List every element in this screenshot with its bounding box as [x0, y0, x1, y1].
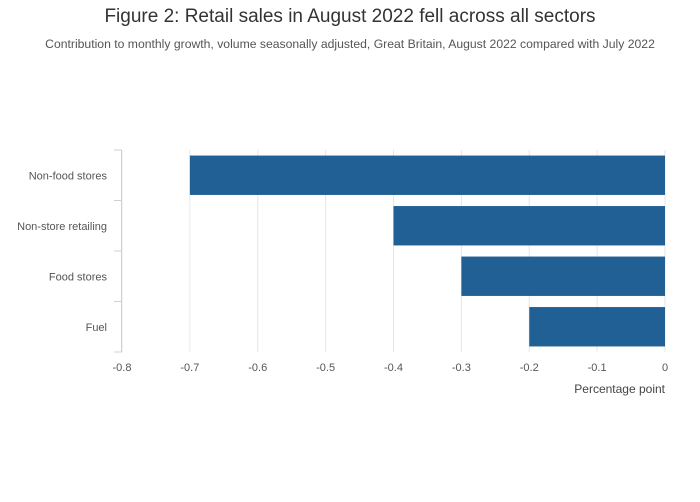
- x-tick-label: -0.4: [384, 362, 403, 374]
- y-axis: Non-food stores Non-store retailing Food s…: [17, 149, 122, 353]
- category-label: Non-store retailing: [17, 221, 107, 233]
- chart-title: Figure 2: Retail sales in August 2022 fe…: [104, 6, 596, 27]
- x-axis-label: Percentage point: [574, 382, 665, 396]
- bars: [189, 155, 665, 347]
- category-label: Food stores: [49, 271, 108, 283]
- x-tick-label: -0.5: [316, 362, 335, 374]
- x-tick-label: -0.7: [180, 362, 199, 374]
- category-label: Fuel: [86, 322, 107, 334]
- bar-non-store-retailing: [393, 206, 665, 246]
- x-axis-ticks: -0.8 -0.7 -0.6 -0.5 -0.4 -0.3 -0.2 -0.1 0: [113, 362, 669, 374]
- category-label: Non-food stores: [29, 170, 108, 182]
- x-tick-label: -0.2: [520, 362, 539, 374]
- x-tick-label: -0.1: [588, 362, 607, 374]
- x-tick-label: -0.3: [452, 362, 471, 374]
- x-tick-label: -0.6: [248, 362, 267, 374]
- chart-subtitle: Contribution to monthly growth, volume s…: [45, 37, 655, 51]
- bar-food-stores: [461, 256, 665, 296]
- bar-non-food-stores: [189, 155, 665, 195]
- x-tick-label: 0: [662, 362, 668, 374]
- bar-fuel: [529, 307, 665, 347]
- x-tick-label: -0.8: [113, 362, 132, 374]
